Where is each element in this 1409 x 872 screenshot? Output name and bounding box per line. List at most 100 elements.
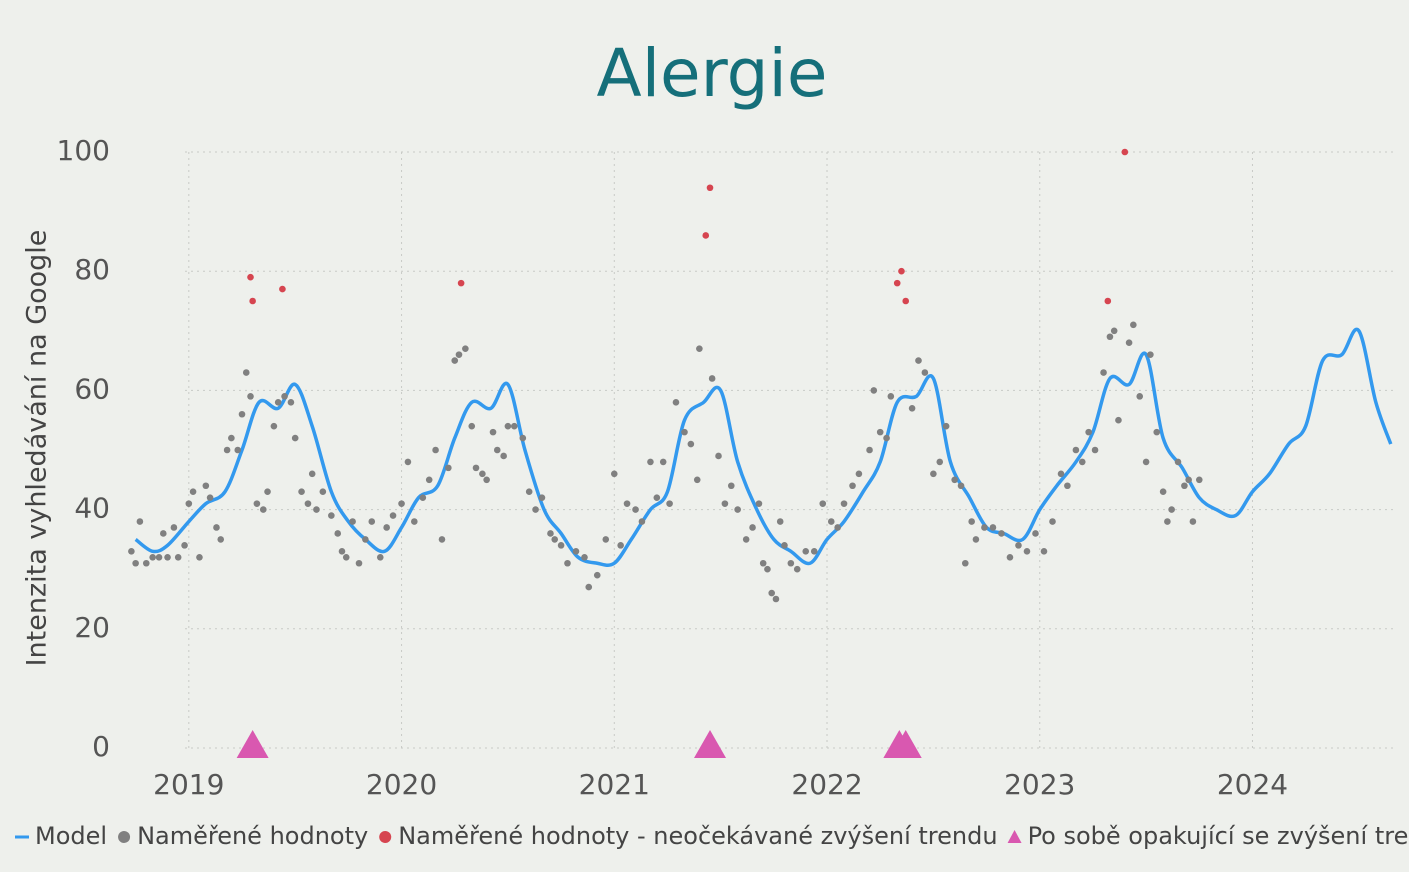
data-point <box>281 393 288 400</box>
data-point <box>708 375 716 382</box>
data-point <box>142 559 150 567</box>
data-point <box>547 530 554 537</box>
data-point <box>715 452 722 460</box>
data-point <box>291 434 299 442</box>
data-point <box>1100 369 1107 376</box>
data-point <box>468 422 476 430</box>
data-point <box>1104 297 1112 305</box>
data-point <box>500 452 507 460</box>
data-point <box>1125 339 1133 347</box>
data-point <box>902 297 910 305</box>
data-point <box>1006 553 1014 561</box>
data-point <box>734 506 741 513</box>
data-point <box>479 470 486 478</box>
data-point <box>238 410 246 418</box>
data-point <box>128 548 135 555</box>
data-point <box>538 494 546 501</box>
y-axis-label: Intenzita vyhledávání na Google <box>22 230 53 667</box>
x-tick-label: 2021 <box>579 768 650 801</box>
data-point <box>253 500 261 507</box>
data-point <box>213 524 220 531</box>
data-point <box>181 542 188 549</box>
data-point <box>270 422 278 430</box>
data-point <box>174 553 182 561</box>
data-point <box>1072 446 1080 454</box>
data-point <box>132 559 139 567</box>
data-point <box>610 470 618 478</box>
data-point <box>898 267 905 275</box>
data-point <box>1106 333 1114 341</box>
x-tick-label: 2024 <box>1217 768 1288 801</box>
data-point <box>247 393 254 400</box>
data-point <box>287 399 295 406</box>
data-point <box>793 565 801 573</box>
data-point <box>551 536 559 543</box>
data-point <box>425 476 433 484</box>
chart-title: Alergie <box>597 35 828 112</box>
data-point <box>998 530 1005 537</box>
data-point <box>564 559 571 567</box>
x-tick-label: 2022 <box>791 768 862 801</box>
data-point <box>170 524 178 531</box>
data-point <box>313 506 320 513</box>
data-point <box>389 512 397 519</box>
data-point <box>489 428 497 436</box>
data-point <box>721 500 729 507</box>
data-point <box>749 524 756 531</box>
data-point <box>915 357 922 364</box>
data-point <box>1136 393 1144 400</box>
y-tick-label: 40 <box>74 492 110 525</box>
data-point <box>1153 428 1161 436</box>
data-point <box>1064 482 1071 490</box>
data-point <box>149 553 156 561</box>
data-point <box>772 595 780 603</box>
data-point <box>632 506 639 513</box>
trend-marker <box>694 730 727 758</box>
data-point <box>759 559 767 567</box>
data-point <box>136 518 144 525</box>
data-point <box>164 553 171 561</box>
data-point <box>930 470 937 478</box>
data-point <box>972 536 980 543</box>
data-point <box>602 536 610 543</box>
data-point <box>819 500 827 507</box>
data-point <box>936 458 944 466</box>
data-point <box>653 494 661 501</box>
trend-marker <box>889 730 922 758</box>
data-point <box>274 399 282 406</box>
data-point <box>776 518 784 525</box>
data-point <box>223 446 231 454</box>
data-point <box>617 542 624 549</box>
data-point <box>855 470 863 478</box>
data-point <box>1115 416 1122 424</box>
data-point <box>1142 458 1150 466</box>
data-point <box>404 458 412 466</box>
data-point <box>319 488 327 496</box>
data-point <box>279 285 286 293</box>
data-point <box>376 553 384 561</box>
data-point <box>155 553 163 561</box>
data-point <box>1078 458 1086 466</box>
x-tick-label: 2020 <box>366 768 437 801</box>
data-point <box>247 273 254 281</box>
data-point <box>532 506 539 513</box>
data-point <box>1091 446 1099 454</box>
data-point <box>185 500 193 507</box>
data-point <box>308 470 316 478</box>
y-tick-label: 20 <box>74 611 110 644</box>
data-point <box>342 553 350 561</box>
y-tick-label: 100 <box>57 134 110 167</box>
data-point <box>968 518 975 525</box>
data-point <box>557 542 565 549</box>
data-point <box>585 583 593 591</box>
data-point <box>893 279 901 287</box>
legend-swatch <box>379 831 392 843</box>
data-point <box>334 530 342 537</box>
data-point <box>383 524 390 531</box>
data-point <box>242 369 250 376</box>
data-point <box>572 548 580 555</box>
data-point <box>419 494 427 501</box>
data-point <box>432 446 439 454</box>
data-point <box>1015 542 1022 549</box>
data-point <box>472 464 480 472</box>
